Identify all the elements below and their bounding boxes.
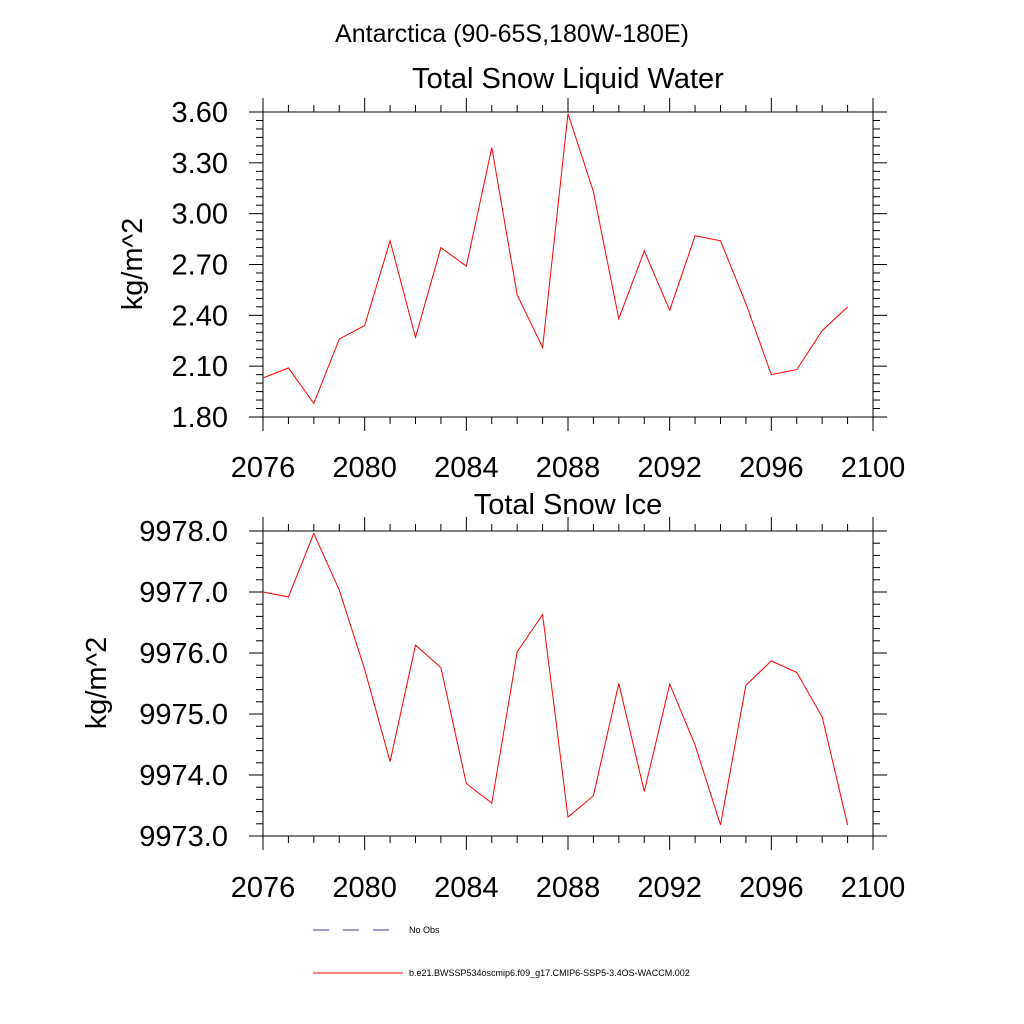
x-tick-label: 2100 bbox=[841, 452, 906, 484]
x-tick-label: 2088 bbox=[536, 452, 601, 484]
series-group-snow-liquid-water bbox=[262, 113, 848, 405]
y-axis-label-snow-liquid-water: kg/m^2 bbox=[117, 218, 149, 311]
legend: No Obs b.e21.BWSSP534oscmip6.f09_g17.CMI… bbox=[313, 925, 690, 978]
axis-ticks-snow-ice: 2076 2080 2084 2088 2092 2096 2100 9973.0 9974.0… bbox=[139, 516, 905, 904]
legend-label-no-obs: No Obs bbox=[409, 925, 440, 935]
x-tick-label: 2096 bbox=[739, 452, 804, 484]
panel-snow-liquid-water: Total Snow Liquid Water kg/m^2 2076 2080 2… bbox=[117, 63, 905, 484]
y-tick-label: 2.70 bbox=[172, 250, 228, 282]
y-tick-label: 9975.0 bbox=[139, 699, 228, 731]
x-tick-label: 2092 bbox=[637, 452, 702, 484]
x-tick-label: 2088 bbox=[536, 872, 601, 904]
y-tick-label: 9978.0 bbox=[139, 516, 228, 548]
plot-frame-snow-ice bbox=[262, 530, 874, 837]
y-axis-label-snow-ice: kg/m^2 bbox=[81, 637, 113, 730]
x-tick-label: 2084 bbox=[434, 872, 499, 904]
x-tick-label: 2092 bbox=[637, 872, 702, 904]
y-tick-label: 9976.0 bbox=[139, 638, 228, 670]
y-tick-label: 9977.0 bbox=[139, 577, 228, 609]
legend-entry-model: b.e21.BWSSP534oscmip6.f09_g17.CMIP6-SSP5… bbox=[313, 968, 690, 978]
series-line bbox=[262, 532, 849, 826]
y-tick-label: 1.80 bbox=[172, 402, 228, 434]
y-tick-label: 3.60 bbox=[172, 97, 228, 129]
axis-ticks-snow-liquid-water: 2076 2080 2084 2088 2092 2096 2100 1.80 2.10 2.40… bbox=[172, 97, 906, 484]
x-tick-label: 2096 bbox=[739, 872, 804, 904]
x-tick-label: 2080 bbox=[332, 872, 397, 904]
legend-entry-no-obs: No Obs bbox=[313, 925, 440, 935]
x-tick-label: 2100 bbox=[841, 872, 906, 904]
y-tick-label: 9974.0 bbox=[139, 760, 228, 792]
x-tick-label: 2084 bbox=[434, 452, 499, 484]
plot-frame-snow-liquid-water bbox=[262, 111, 874, 418]
y-tick-label: 2.40 bbox=[172, 300, 228, 332]
panel-snow-ice: Total Snow Ice kg/m^2 2076 2080 2084 2088 20… bbox=[81, 489, 905, 904]
panel-title-snow-ice: Total Snow Ice bbox=[474, 489, 663, 521]
series-group-snow-ice bbox=[262, 532, 849, 826]
y-tick-label: 2.10 bbox=[172, 351, 228, 383]
legend-label-model: b.e21.BWSSP534oscmip6.f09_g17.CMIP6-SSP5… bbox=[409, 968, 690, 978]
x-tick-label: 2080 bbox=[332, 452, 397, 484]
y-tick-label: 9973.0 bbox=[139, 821, 228, 853]
y-tick-label: 3.00 bbox=[172, 199, 228, 231]
panel-title-snow-liquid-water: Total Snow Liquid Water bbox=[412, 63, 724, 95]
y-tick-label: 3.30 bbox=[172, 148, 228, 180]
figure-supertitle: Antarctica (90-65S,180W-180E) bbox=[335, 20, 689, 48]
series-line bbox=[262, 113, 848, 405]
x-tick-label: 2076 bbox=[231, 872, 296, 904]
x-tick-label: 2076 bbox=[231, 452, 296, 484]
